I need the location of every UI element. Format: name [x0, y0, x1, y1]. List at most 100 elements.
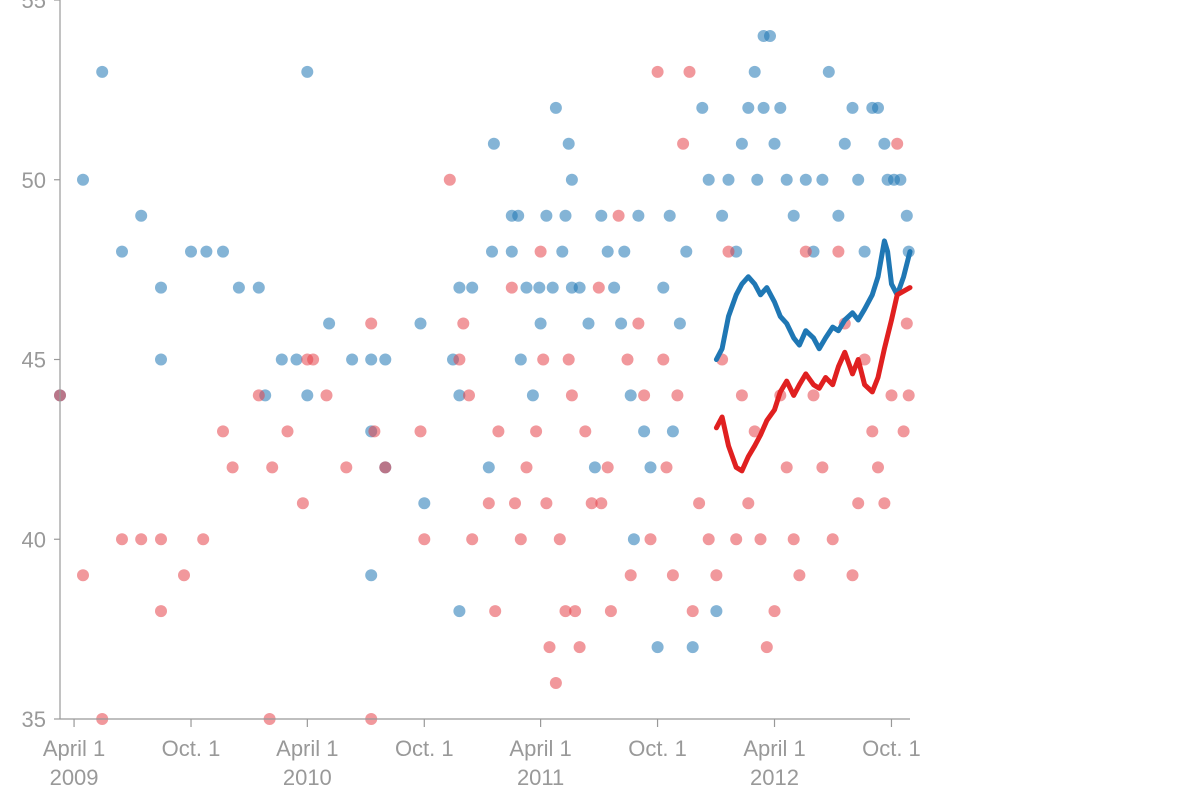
data-point — [232, 281, 245, 294]
data-point — [735, 389, 748, 402]
data-point — [573, 281, 586, 294]
data-point — [266, 461, 279, 474]
data-point — [799, 245, 812, 258]
data-point — [693, 497, 706, 510]
data-point — [582, 317, 595, 330]
data-point — [549, 677, 562, 689]
data-point — [323, 317, 336, 330]
data-point — [787, 533, 800, 546]
data-point — [365, 317, 378, 330]
data-point — [588, 461, 601, 474]
series-0 — [54, 30, 915, 654]
x-tick-year-label: 2009 — [50, 765, 99, 790]
data-point — [852, 497, 865, 510]
data-point — [77, 569, 89, 582]
data-point — [632, 317, 645, 330]
y-axis-ticks: 35 40 45 50 55 — [22, 0, 60, 732]
data-point — [178, 569, 190, 582]
data-point — [365, 353, 378, 366]
data-point — [290, 353, 303, 366]
data-point — [878, 497, 891, 510]
data-point — [512, 209, 525, 222]
data-point — [902, 389, 915, 402]
data-point — [872, 101, 884, 114]
data-point — [624, 389, 637, 402]
data-point — [592, 281, 605, 294]
y-tick-label: 45 — [22, 348, 46, 373]
data-point — [677, 137, 690, 150]
data-point — [569, 605, 582, 618]
data-point — [624, 569, 637, 582]
data-point — [549, 101, 562, 114]
data-point — [486, 245, 498, 258]
data-point — [418, 533, 431, 546]
data-point — [663, 209, 676, 222]
data-point — [651, 65, 664, 78]
x-tick-year-label: 2010 — [283, 765, 332, 790]
data-point — [885, 389, 898, 402]
data-point — [77, 173, 89, 186]
data-point — [858, 245, 871, 258]
data-point — [559, 605, 572, 618]
data-point — [540, 209, 553, 222]
data-point — [275, 353, 288, 366]
data-point — [683, 65, 696, 78]
data-point — [463, 389, 475, 402]
trend-line-0 — [713, 238, 913, 362]
x-tick-label: Oct. 1 — [862, 736, 921, 761]
data-point — [482, 497, 495, 510]
data-point — [520, 461, 533, 474]
data-point — [116, 533, 128, 546]
data-point — [612, 209, 625, 222]
data-point — [546, 281, 559, 294]
x-tick-label: Oct. 1 — [395, 736, 454, 761]
data-point — [846, 101, 859, 114]
data-point — [846, 569, 859, 582]
data-point — [638, 389, 651, 402]
data-point — [615, 317, 628, 330]
data-point — [307, 353, 320, 366]
data-point — [787, 209, 800, 222]
x-tick-label: Oct. 1 — [628, 736, 687, 761]
data-point — [686, 641, 699, 654]
data-point — [666, 425, 679, 438]
data-point — [601, 461, 614, 474]
trend-lines — [713, 238, 913, 474]
data-point — [346, 353, 359, 366]
data-point — [155, 281, 167, 294]
data-point — [754, 533, 767, 546]
data-point — [897, 425, 910, 438]
data-point — [838, 137, 851, 150]
data-point — [822, 65, 835, 78]
data-point — [562, 353, 575, 366]
data-point — [608, 281, 621, 294]
data-point — [492, 425, 505, 438]
data-point — [533, 281, 546, 294]
data-point — [671, 389, 684, 402]
data-point — [816, 461, 829, 474]
data-point — [565, 173, 578, 186]
data-point — [595, 497, 608, 510]
trend-line-1 — [713, 285, 913, 474]
data-point — [696, 101, 709, 114]
data-point — [453, 389, 466, 402]
data-point — [543, 641, 556, 654]
data-point — [702, 533, 715, 546]
data-point — [457, 317, 470, 330]
data-point — [379, 461, 392, 474]
x-tick-label: April 1 — [743, 736, 805, 761]
data-point — [651, 641, 664, 654]
y-tick-label: 40 — [22, 527, 46, 552]
data-point — [96, 65, 109, 78]
data-point — [894, 173, 907, 186]
data-point — [487, 137, 500, 150]
data-point — [453, 605, 466, 618]
data-point — [900, 209, 913, 222]
data-point — [680, 245, 693, 258]
x-tick-label: April 1 — [509, 736, 571, 761]
data-point — [537, 353, 550, 366]
data-points — [54, 30, 915, 725]
data-point — [644, 533, 657, 546]
data-point — [301, 65, 314, 78]
x-tick-year-label: 2011 — [517, 765, 564, 790]
